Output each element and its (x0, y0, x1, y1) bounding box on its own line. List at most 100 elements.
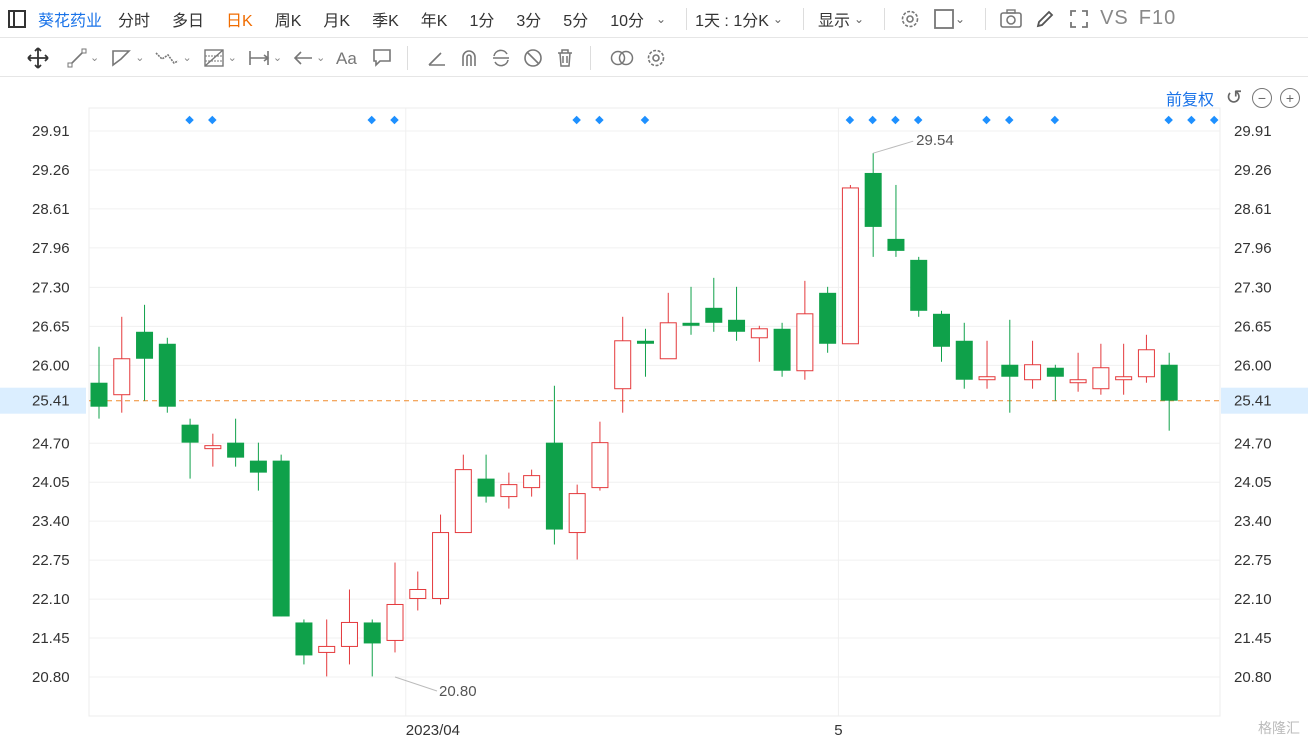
period-tab-1min[interactable]: 1分 (469, 12, 495, 30)
candle-body-down (932, 313, 950, 347)
magnet-icon[interactable] (458, 43, 480, 73)
candle-body-up (523, 475, 541, 489)
candle-body-down (887, 238, 905, 251)
period-tab-5min[interactable]: 5分 (563, 12, 589, 30)
layout-chevron-icon[interactable]: ⌄ (955, 11, 966, 26)
candle-body-up (113, 358, 131, 396)
toolbar-divider (985, 7, 987, 30)
candle-body-down (158, 343, 176, 407)
period-tab-3min[interactable]: 3分 (516, 12, 542, 30)
toolbar-divider (802, 7, 804, 30)
candle-body-down (864, 172, 882, 227)
angle-tool-icon[interactable] (426, 43, 448, 73)
more-periods-chevron-icon[interactable]: ⌄ (656, 11, 667, 26)
candle-body-down (1001, 364, 1019, 377)
period-tab-quarterly-k[interactable]: 季K (372, 12, 399, 30)
y-tick-left: 24.05 (32, 474, 70, 491)
y-tick-right: 27.30 (1234, 279, 1272, 296)
period-tab-weekly-k[interactable]: 周K (274, 12, 302, 30)
reset-icon[interactable]: ↺ (1225, 87, 1243, 109)
line-tool-icon[interactable]: ⌄ (66, 43, 99, 73)
text-tool-icon[interactable]: Aa (335, 43, 361, 73)
display-menu[interactable]: 显示 (817, 12, 850, 30)
x-tick-label: 5 (834, 722, 842, 739)
trash-icon[interactable] (554, 43, 576, 73)
candle-body-down (227, 442, 245, 458)
settings-gear-icon[interactable] (897, 6, 923, 32)
candle-body-up (659, 322, 677, 360)
event-marker (1209, 115, 1219, 125)
ref-price-label-left: 25.41 (32, 393, 70, 410)
interval-select[interactable]: 1天 : 1分K (695, 12, 769, 30)
fibonacci-tool-icon[interactable]: ⌄ (202, 43, 237, 73)
period-tab-multiday[interactable]: 多日 (172, 12, 205, 30)
y-tick-right: 22.10 (1234, 591, 1272, 608)
candle-body-down (1160, 364, 1178, 401)
y-tick-right: 29.26 (1234, 162, 1272, 179)
y-tick-right: 26.65 (1234, 318, 1272, 335)
candle-body-up (841, 187, 859, 345)
candle-body-down (477, 478, 495, 497)
plot-frame (88, 107, 1221, 717)
y-tick-left: 27.30 (32, 279, 70, 296)
compare-icon[interactable] (609, 43, 635, 73)
y-tick-left: 22.10 (32, 591, 70, 608)
arrow-tool-icon[interactable]: ⌄ (292, 43, 325, 73)
period-tab-fenshi[interactable]: 分时 (118, 12, 151, 30)
candle-body-up (386, 603, 404, 641)
measure-tool-icon[interactable]: ⌄ (247, 43, 282, 73)
period-tab-yearly-k[interactable]: 年K (420, 12, 448, 30)
zoom-out-icon[interactable]: − (1252, 88, 1272, 108)
chart-settings-gear-icon[interactable] (645, 43, 667, 73)
sync-icon[interactable] (490, 43, 512, 73)
candle-body-down (272, 460, 290, 617)
y-tick-left: 28.61 (32, 201, 70, 218)
f10-button[interactable]: F10 (1138, 7, 1177, 29)
wave-tool-icon[interactable]: ⌄ (154, 43, 192, 73)
y-tick-right: 27.96 (1234, 240, 1272, 257)
polyline-tool-icon[interactable]: ⌄ (109, 43, 144, 73)
event-marker (868, 115, 877, 125)
display-chevron-icon[interactable]: ⌄ (853, 11, 865, 26)
y-tick-left: 20.80 (32, 669, 70, 686)
candle-body-down (910, 259, 928, 311)
candle-body-up (568, 493, 586, 534)
layout-square-icon[interactable] (931, 6, 957, 32)
fullscreen-icon[interactable] (1066, 6, 1092, 32)
candle-body-up (500, 484, 518, 498)
candle-body-up (796, 313, 814, 372)
event-marker (845, 115, 855, 125)
note-tool-icon[interactable] (371, 43, 393, 73)
adjust-bar: 前复权 ↺ − + (1166, 86, 1308, 110)
event-marker (1187, 115, 1196, 125)
move-cross-icon[interactable] (26, 43, 50, 73)
period-tab-10min[interactable]: 10分 (610, 12, 645, 30)
candle-body-up (1092, 367, 1110, 390)
camera-icon[interactable] (998, 6, 1024, 32)
interval-chevron-icon[interactable]: ⌄ (772, 11, 783, 26)
y-tick-right: 29.91 (1234, 123, 1272, 140)
hide-icon[interactable] (522, 43, 544, 73)
candle-body-down (136, 331, 154, 359)
period-tab-daily-k[interactable]: 日K (226, 12, 253, 30)
candle-body-down (682, 322, 700, 326)
y-tick-right: 26.00 (1234, 357, 1272, 374)
sidebar-toggle-icon[interactable] (8, 9, 26, 28)
candle-body-down (819, 292, 837, 344)
zoom-in-icon[interactable]: + (1280, 88, 1300, 108)
vs-button[interactable]: VS (1100, 7, 1129, 29)
toolbar-divider (590, 45, 592, 70)
event-marker (1050, 115, 1060, 125)
adjust-mode-label[interactable]: 前复权 (1165, 92, 1214, 109)
stock-name[interactable]: 葵花药业 (38, 12, 103, 30)
max-annotation-line (873, 140, 914, 154)
drawing-toolbar: ⌄ ⌄ ⌄ ⌄ ⌄ ⌄ Aa (0, 39, 1308, 77)
candle-body-up (1137, 349, 1155, 378)
y-tick-left: 27.96 (32, 240, 70, 257)
y-tick-right: 24.70 (1234, 435, 1272, 452)
pencil-icon[interactable] (1032, 6, 1058, 32)
period-tab-monthly-k[interactable]: 月K (323, 12, 351, 30)
y-tick-right: 25.41 (1234, 393, 1272, 410)
candle-body-down (773, 328, 791, 371)
